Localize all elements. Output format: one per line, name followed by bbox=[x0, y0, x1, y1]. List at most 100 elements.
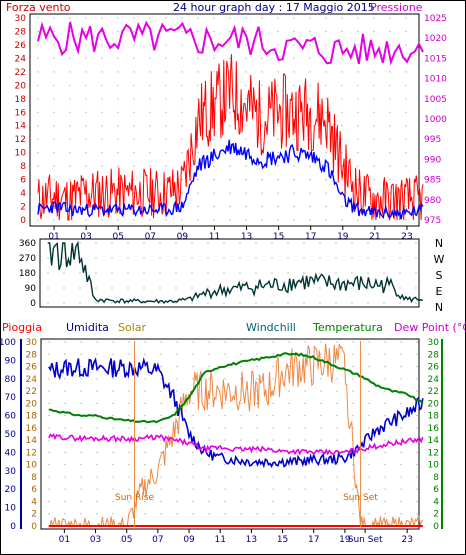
grid-dot bbox=[96, 451, 98, 453]
grid-dot bbox=[405, 219, 407, 221]
grid-dot bbox=[399, 302, 401, 304]
grid-dot bbox=[112, 341, 114, 343]
grid-dot bbox=[112, 513, 114, 515]
grid-dot bbox=[160, 476, 162, 478]
grid-dot bbox=[245, 17, 247, 19]
grid-dot bbox=[208, 439, 210, 441]
grid-dot bbox=[191, 257, 193, 259]
lower-annotations: Sun Rise Sun Set bbox=[115, 341, 378, 527]
direction-tick: 90 bbox=[25, 284, 37, 294]
grid-dot bbox=[197, 57, 199, 60]
grid-dot bbox=[133, 98, 135, 100]
grid-dot bbox=[287, 257, 289, 259]
grid-dot bbox=[101, 84, 103, 86]
grid-dot bbox=[64, 353, 66, 355]
grid-dot bbox=[256, 488, 258, 490]
grid-dot bbox=[245, 138, 247, 140]
grid-dot bbox=[277, 165, 279, 167]
grid-dot bbox=[245, 179, 247, 181]
grid-dot bbox=[416, 353, 418, 355]
grid-dot bbox=[352, 415, 354, 417]
grid-dot bbox=[85, 57, 87, 60]
pressure-label: Pressione bbox=[370, 1, 423, 14]
grid-dot bbox=[272, 513, 274, 515]
direction-letter: W bbox=[434, 253, 445, 266]
temp-tick: 12 bbox=[428, 448, 439, 458]
grid-dot bbox=[80, 402, 82, 404]
direction-tick: 180 bbox=[19, 269, 36, 279]
grid-dot bbox=[181, 71, 183, 73]
grid-dot bbox=[191, 302, 193, 304]
grid-dot bbox=[111, 242, 113, 244]
grid-dot bbox=[271, 257, 273, 259]
grid-dot bbox=[415, 302, 417, 304]
grid-dot bbox=[96, 500, 98, 503]
solar-tick: 12 bbox=[26, 448, 37, 458]
grid-dot bbox=[357, 192, 359, 194]
pressure-tick: 995 bbox=[424, 135, 441, 145]
grid-dot bbox=[69, 71, 71, 73]
grid-dot bbox=[309, 165, 311, 167]
grid-dot bbox=[261, 205, 263, 208]
grid-dot bbox=[367, 242, 369, 244]
time-tick-label: 03 bbox=[90, 535, 101, 545]
grid-dot bbox=[37, 44, 39, 46]
grid-dot bbox=[192, 513, 194, 515]
grid-dot bbox=[128, 353, 130, 355]
grid-dot bbox=[48, 341, 50, 343]
grid-dot bbox=[240, 476, 242, 478]
time-tick-label: 05 bbox=[121, 535, 132, 545]
grid-dot bbox=[181, 30, 183, 33]
grid-dot bbox=[352, 500, 354, 503]
grid-dot bbox=[192, 353, 194, 355]
solar-tick: 30 bbox=[26, 338, 38, 348]
grid-dot bbox=[325, 30, 327, 33]
grid-dot bbox=[175, 257, 177, 259]
grid-dot bbox=[224, 341, 226, 343]
grid-dot bbox=[229, 138, 231, 140]
temp-tick: 20 bbox=[428, 399, 440, 409]
grid-dot bbox=[367, 257, 369, 259]
grid-dot bbox=[357, 30, 359, 33]
grid-dot bbox=[293, 192, 295, 194]
grid-dot bbox=[341, 138, 343, 140]
grid-dot bbox=[367, 287, 369, 289]
grid-dot bbox=[384, 513, 386, 515]
grid-dot bbox=[80, 341, 82, 343]
direction-tick: 360 bbox=[19, 239, 36, 249]
grid-dot bbox=[400, 500, 402, 503]
grid-dot bbox=[176, 513, 178, 515]
grid-dot bbox=[405, 44, 407, 46]
solar-tick: 22 bbox=[26, 387, 37, 397]
grid-dot bbox=[149, 71, 151, 73]
grid-dot bbox=[101, 152, 103, 154]
grid-dot bbox=[309, 17, 311, 19]
grid-dot bbox=[304, 488, 306, 490]
humidity-tick: 100 bbox=[0, 338, 16, 348]
grid-dot bbox=[37, 84, 39, 86]
grid-dot bbox=[149, 111, 151, 113]
grid-dot bbox=[325, 71, 327, 73]
grid-dot bbox=[85, 30, 87, 33]
grid-dot bbox=[191, 272, 193, 274]
grid-dot bbox=[101, 165, 103, 167]
grid-dot bbox=[133, 138, 135, 140]
humidity-tick: 0 bbox=[10, 522, 16, 532]
grid-dot bbox=[208, 476, 210, 478]
grid-dot bbox=[416, 451, 418, 453]
grid-dot bbox=[207, 287, 209, 289]
grid-dot bbox=[176, 464, 178, 466]
grid-dot bbox=[37, 152, 39, 154]
grid-dot bbox=[309, 205, 311, 208]
grid-dot bbox=[223, 257, 225, 259]
grid-dot bbox=[224, 500, 226, 503]
grid-dot bbox=[293, 138, 295, 140]
grid-dot bbox=[336, 390, 338, 392]
humidity-tick: 10 bbox=[5, 504, 17, 514]
grid-dot bbox=[373, 84, 375, 86]
grid-dot bbox=[351, 242, 353, 244]
grid-dot bbox=[373, 179, 375, 181]
grid-dot bbox=[133, 44, 135, 46]
grid-dot bbox=[223, 242, 225, 244]
direction-line bbox=[47, 240, 424, 304]
